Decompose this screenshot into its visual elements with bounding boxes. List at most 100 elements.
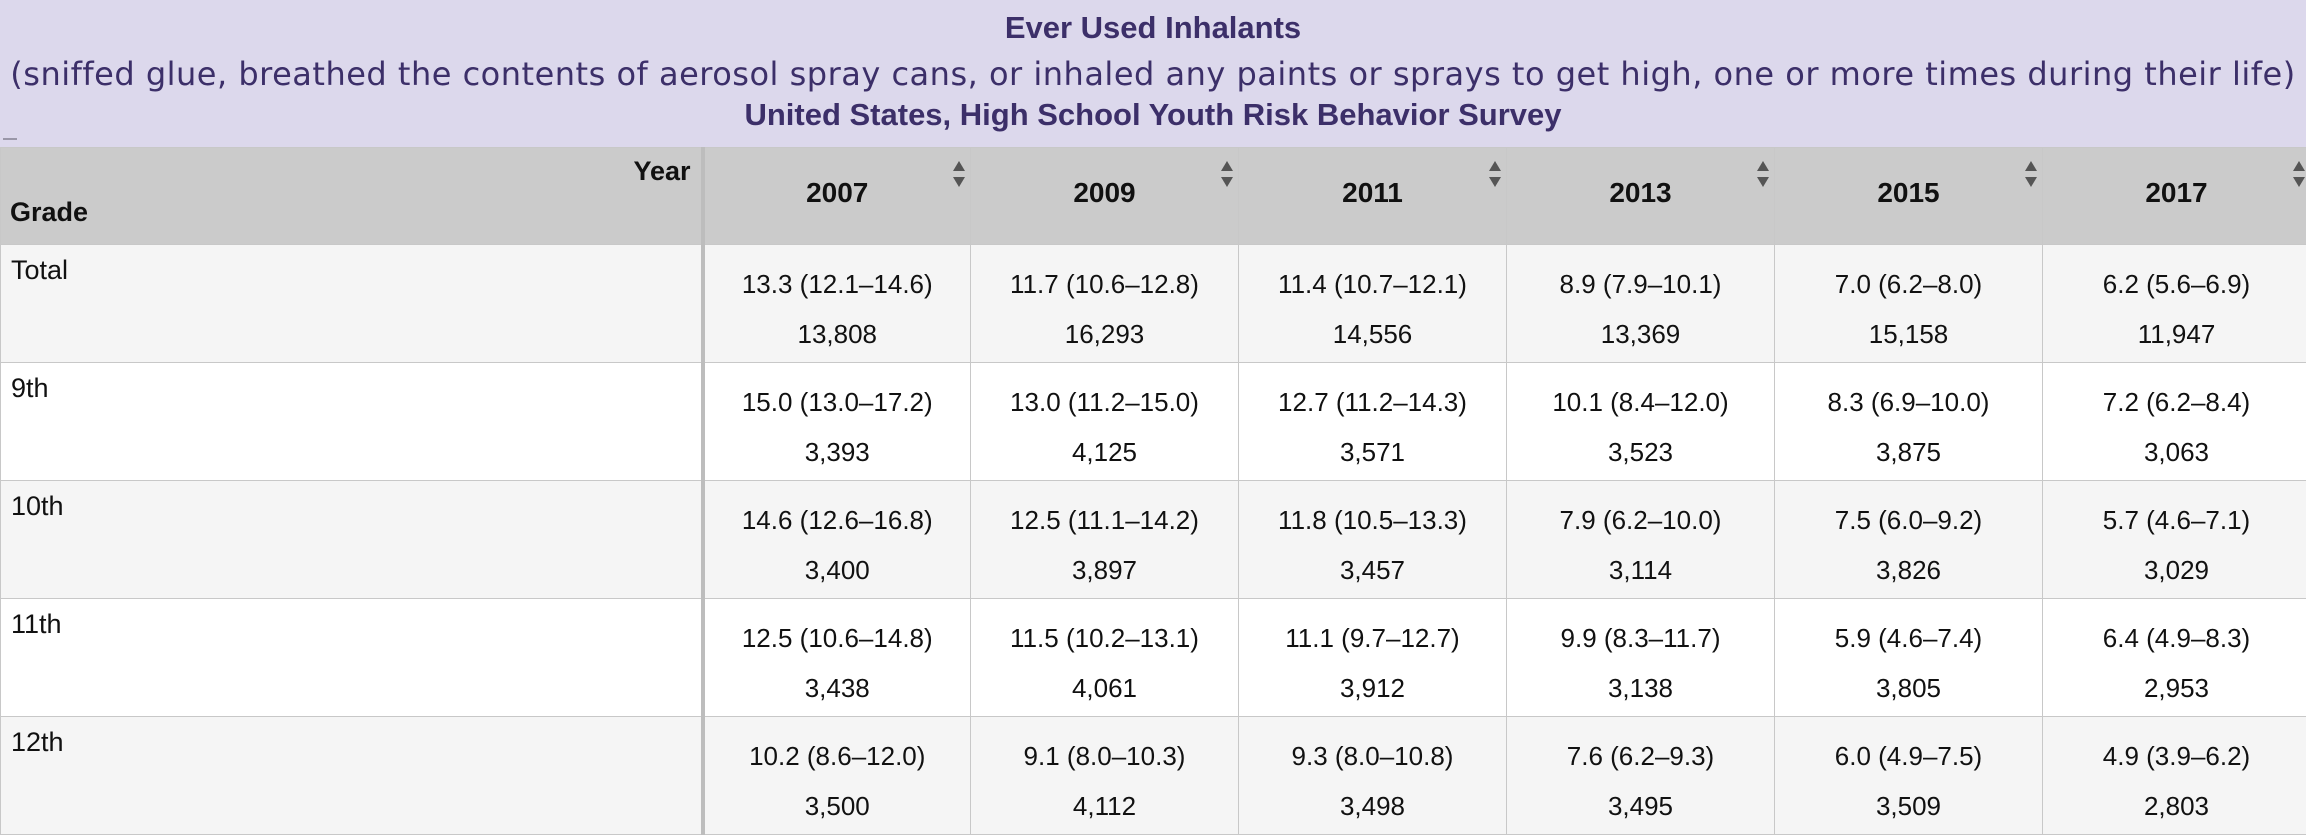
sample-size: 3,897 <box>971 545 1238 595</box>
column-header-label: 2017 <box>2145 177 2207 208</box>
table-cell: 11.7 (10.6–12.8)16,293 <box>971 245 1239 363</box>
sample-size: 2,953 <box>2043 663 2306 713</box>
sample-size: 3,029 <box>2043 545 2306 595</box>
estimate-ci: 6.2 (5.6–6.9) <box>2043 259 2306 309</box>
row-header-grade: Total <box>1 245 703 363</box>
sample-size: 13,369 <box>1507 309 1774 359</box>
sort-icon[interactable] <box>952 159 966 189</box>
sample-size: 3,498 <box>1239 781 1506 831</box>
sample-size: 3,063 <box>2043 427 2306 477</box>
table-cell: 9.3 (8.0–10.8)3,498 <box>1239 717 1507 835</box>
table-cell: 9.9 (8.3–11.7)3,138 <box>1507 599 1775 717</box>
table-cell: 6.4 (4.9–8.3)2,953 <box>2043 599 2306 717</box>
estimate-ci: 7.0 (6.2–8.0) <box>1775 259 2042 309</box>
table-caption: Ever Used Inhalants (sniffed glue, breat… <box>0 0 2306 147</box>
estimate-ci: 7.6 (6.2–9.3) <box>1507 731 1774 781</box>
column-header-year[interactable]: 2007 <box>703 148 971 245</box>
table-row: 11th 12.5 (10.6–14.8)3,438 11.5 (10.2–13… <box>1 599 2306 717</box>
sample-size: 3,495 <box>1507 781 1774 831</box>
column-header-year[interactable]: 2011 <box>1239 148 1507 245</box>
table-cell: 7.5 (6.0–9.2)3,826 <box>1775 481 2043 599</box>
table-cell: 7.9 (6.2–10.0)3,114 <box>1507 481 1775 599</box>
table-row: 10th 14.6 (12.6–16.8)3,400 12.5 (11.1–14… <box>1 481 2306 599</box>
column-header-year[interactable]: 2015 <box>1775 148 2043 245</box>
estimate-ci: 9.3 (8.0–10.8) <box>1239 731 1506 781</box>
estimate-ci: 11.7 (10.6–12.8) <box>971 259 1238 309</box>
estimate-ci: 12.5 (10.6–14.8) <box>705 613 971 663</box>
column-header-year[interactable]: 2017 <box>2043 148 2306 245</box>
sort-icon[interactable] <box>1488 159 1502 189</box>
data-table: Year Grade 2007 2009 2011 2013 2015 <box>0 147 2306 835</box>
estimate-ci: 9.9 (8.3–11.7) <box>1507 613 1774 663</box>
table-cell: 4.9 (3.9–6.2)2,803 <box>2043 717 2306 835</box>
resize-handle[interactable] <box>3 138 17 145</box>
table-cell: 10.2 (8.6–12.0)3,500 <box>703 717 971 835</box>
table-cell: 6.2 (5.6–6.9)11,947 <box>2043 245 2306 363</box>
column-header-year[interactable]: 2009 <box>971 148 1239 245</box>
estimate-ci: 10.1 (8.4–12.0) <box>1507 377 1774 427</box>
table-cell: 12.5 (11.1–14.2)3,897 <box>971 481 1239 599</box>
estimate-ci: 11.5 (10.2–13.1) <box>971 613 1238 663</box>
estimate-ci: 11.4 (10.7–12.1) <box>1239 259 1506 309</box>
sort-icon[interactable] <box>1756 159 1770 189</box>
table-header-row: Year Grade 2007 2009 2011 2013 2015 <box>1 148 2306 245</box>
sample-size: 3,571 <box>1239 427 1506 477</box>
estimate-ci: 13.3 (12.1–14.6) <box>705 259 971 309</box>
estimate-ci: 10.2 (8.6–12.0) <box>705 731 971 781</box>
estimate-ci: 8.9 (7.9–10.1) <box>1507 259 1774 309</box>
sample-size: 3,826 <box>1775 545 2042 595</box>
table-cell: 8.3 (6.9–10.0)3,875 <box>1775 363 2043 481</box>
table-cell: 11.5 (10.2–13.1)4,061 <box>971 599 1239 717</box>
page-subtitle: (sniffed glue, breathed the contents of … <box>0 55 2306 93</box>
row-header-grade: 9th <box>1 363 703 481</box>
sample-size: 3,400 <box>705 545 971 595</box>
column-header-label: 2011 <box>1342 177 1403 208</box>
sample-size: 3,393 <box>705 427 971 477</box>
table-row: 9th 15.0 (13.0–17.2)3,393 13.0 (11.2–15.… <box>1 363 2306 481</box>
estimate-ci: 8.3 (6.9–10.0) <box>1775 377 2042 427</box>
estimate-ci: 11.8 (10.5–13.3) <box>1239 495 1506 545</box>
sort-icon[interactable] <box>2292 159 2306 189</box>
sample-size: 16,293 <box>971 309 1238 359</box>
estimate-ci: 14.6 (12.6–16.8) <box>705 495 971 545</box>
corner-header: Year Grade <box>1 148 703 245</box>
estimate-ci: 15.0 (13.0–17.2) <box>705 377 971 427</box>
estimate-ci: 7.2 (6.2–8.4) <box>2043 377 2306 427</box>
sample-size: 3,438 <box>705 663 971 713</box>
estimate-ci: 6.0 (4.9–7.5) <box>1775 731 2042 781</box>
sample-size: 15,158 <box>1775 309 2042 359</box>
sort-icon[interactable] <box>1220 159 1234 189</box>
column-header-label: 2007 <box>806 177 868 208</box>
table-row: 12th 10.2 (8.6–12.0)3,500 9.1 (8.0–10.3)… <box>1 717 2306 835</box>
table-cell: 11.8 (10.5–13.3)3,457 <box>1239 481 1507 599</box>
estimate-ci: 9.1 (8.0–10.3) <box>971 731 1238 781</box>
sample-size: 3,114 <box>1507 545 1774 595</box>
estimate-ci: 5.7 (4.6–7.1) <box>2043 495 2306 545</box>
table-cell: 6.0 (4.9–7.5)3,509 <box>1775 717 2043 835</box>
table-cell: 10.1 (8.4–12.0)3,523 <box>1507 363 1775 481</box>
table-cell: 5.9 (4.6–7.4)3,805 <box>1775 599 2043 717</box>
row-header-grade: 12th <box>1 717 703 835</box>
estimate-ci: 7.5 (6.0–9.2) <box>1775 495 2042 545</box>
column-header-label: 2013 <box>1609 177 1671 208</box>
sort-icon[interactable] <box>2024 159 2038 189</box>
estimate-ci: 7.9 (6.2–10.0) <box>1507 495 1774 545</box>
sample-size: 14,556 <box>1239 309 1506 359</box>
page-title: Ever Used Inhalants <box>0 10 2306 46</box>
sample-size: 3,875 <box>1775 427 2042 477</box>
estimate-ci: 13.0 (11.2–15.0) <box>971 377 1238 427</box>
column-header-year[interactable]: 2013 <box>1507 148 1775 245</box>
estimate-ci: 6.4 (4.9–8.3) <box>2043 613 2306 663</box>
sample-size: 4,112 <box>971 781 1238 831</box>
sample-size: 4,061 <box>971 663 1238 713</box>
sample-size: 3,500 <box>705 781 971 831</box>
grade-axis-label: Grade <box>10 197 88 228</box>
table-cell: 5.7 (4.6–7.1)3,029 <box>2043 481 2306 599</box>
table-cell: 14.6 (12.6–16.8)3,400 <box>703 481 971 599</box>
sample-size: 11,947 <box>2043 309 2306 359</box>
sample-size: 3,912 <box>1239 663 1506 713</box>
estimate-ci: 5.9 (4.6–7.4) <box>1775 613 2042 663</box>
table-cell: 12.5 (10.6–14.8)3,438 <box>703 599 971 717</box>
survey-name: United States, High School Youth Risk Be… <box>0 97 2306 133</box>
year-axis-label: Year <box>633 156 690 187</box>
